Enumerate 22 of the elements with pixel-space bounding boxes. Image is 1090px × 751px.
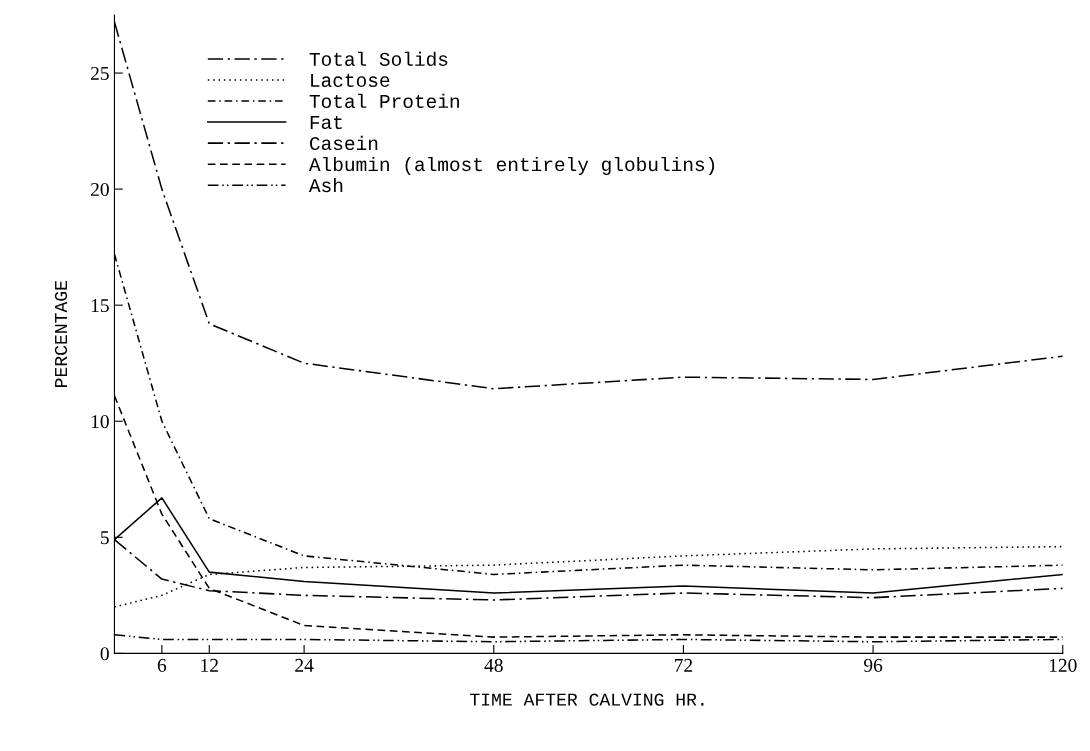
x-tick-label: 48 (484, 658, 503, 672)
legend-label: Ash (308, 177, 343, 193)
legend-label: Albumin (almost entirely globulins) (308, 156, 715, 176)
y-axis-title: PERCENTAGE (54, 280, 68, 387)
x-tick-label: 72 (674, 658, 693, 672)
x-tick-label: 120 (1049, 658, 1077, 672)
legend-label: Total Protein (309, 93, 459, 109)
legend-label: Total Solids (309, 51, 448, 67)
x-axis-title: TIME AFTER CALVING HR. (470, 693, 704, 706)
y-tick-label: 5 (101, 531, 109, 545)
y-tick-label: 20 (91, 182, 109, 197)
x-tick-label: 96 (863, 658, 883, 672)
x-tick-label: 12 (201, 658, 218, 672)
legend-label: Lactose (311, 73, 390, 87)
legend-label: Fat (310, 115, 342, 130)
y-tick-label: 15 (91, 299, 109, 313)
y-tick-label: 25 (91, 66, 109, 80)
x-tick-label: 6 (157, 658, 167, 672)
y-tick-label: 0 (100, 647, 109, 661)
y-tick-label: 10 (91, 415, 109, 429)
x-tick-label: 24 (295, 658, 314, 672)
legend-label: Casein (310, 135, 378, 151)
